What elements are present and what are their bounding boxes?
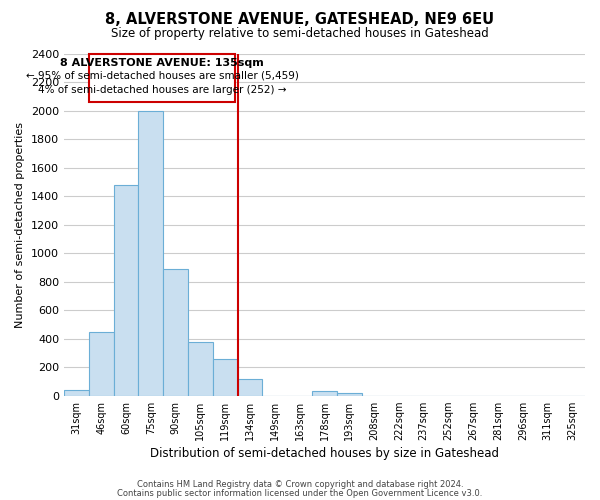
Bar: [188, 342, 213, 396]
Bar: [113, 185, 139, 396]
Bar: [139, 111, 163, 396]
Text: Size of property relative to semi-detached houses in Gateshead: Size of property relative to semi-detach…: [111, 28, 489, 40]
Text: Contains HM Land Registry data © Crown copyright and database right 2024.: Contains HM Land Registry data © Crown c…: [137, 480, 463, 489]
Text: 4% of semi-detached houses are larger (252) →: 4% of semi-detached houses are larger (2…: [38, 84, 286, 94]
Text: 8 ALVERSTONE AVENUE: 135sqm: 8 ALVERSTONE AVENUE: 135sqm: [60, 58, 264, 68]
Bar: [213, 360, 238, 396]
Text: ← 95% of semi-detached houses are smaller (5,459): ← 95% of semi-detached houses are smalle…: [26, 70, 298, 81]
FancyBboxPatch shape: [89, 54, 235, 102]
Text: Contains public sector information licensed under the Open Government Licence v3: Contains public sector information licen…: [118, 488, 482, 498]
Y-axis label: Number of semi-detached properties: Number of semi-detached properties: [16, 122, 25, 328]
Bar: [64, 390, 89, 396]
Bar: [89, 332, 113, 396]
X-axis label: Distribution of semi-detached houses by size in Gateshead: Distribution of semi-detached houses by …: [150, 447, 499, 460]
Bar: [238, 378, 262, 396]
Bar: [163, 269, 188, 396]
Bar: [337, 393, 362, 396]
Bar: [312, 390, 337, 396]
Text: 8, ALVERSTONE AVENUE, GATESHEAD, NE9 6EU: 8, ALVERSTONE AVENUE, GATESHEAD, NE9 6EU: [106, 12, 494, 28]
